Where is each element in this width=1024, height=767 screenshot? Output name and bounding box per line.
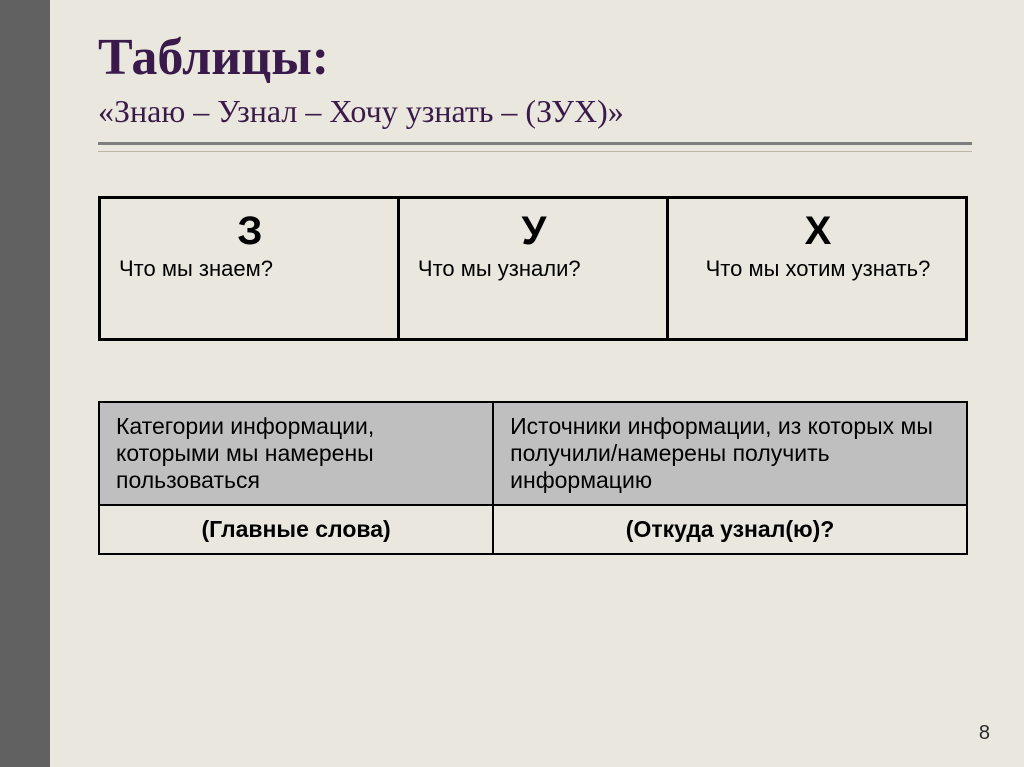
slide-content: Таблицы: «Знаю – Узнал – Хочу узнать – (… (50, 0, 1024, 555)
info-table: Категории информации, которыми мы намере… (98, 401, 968, 555)
slide-title: Таблицы: (98, 28, 972, 87)
title-underline (98, 142, 972, 152)
table-row: З Что мы знаем? У Что мы узнали? Х Что м… (100, 198, 967, 340)
info-body-keywords: (Главные слова) (99, 505, 493, 554)
info-header-categories: Категории информации, которыми мы намере… (99, 402, 493, 505)
info-body-where: (Откуда узнал(ю)? (493, 505, 967, 554)
page-number: 8 (979, 722, 990, 745)
column-z: З Что мы знаем? (100, 198, 399, 340)
column-question: Что мы хотим узнать? (687, 256, 949, 282)
column-x: Х Что мы хотим узнать? (668, 198, 967, 340)
column-question: Что мы знаем? (119, 256, 381, 282)
table-row: Категории информации, которыми мы намере… (99, 402, 967, 505)
column-letter: З (119, 209, 381, 254)
slide-subtitle: «Знаю – Узнал – Хочу узнать – (ЗУХ)» (98, 93, 972, 130)
column-u: У Что мы узнали? (398, 198, 667, 340)
info-header-sources: Источники информации, из которых мы полу… (493, 402, 967, 505)
left-accent-strip (0, 0, 50, 767)
column-letter: У (418, 209, 650, 254)
zukh-table: З Что мы знаем? У Что мы узнали? Х Что м… (98, 196, 968, 341)
column-letter: Х (687, 209, 949, 254)
table-row: (Главные слова) (Откуда узнал(ю)? (99, 505, 967, 554)
column-question: Что мы узнали? (418, 256, 650, 282)
